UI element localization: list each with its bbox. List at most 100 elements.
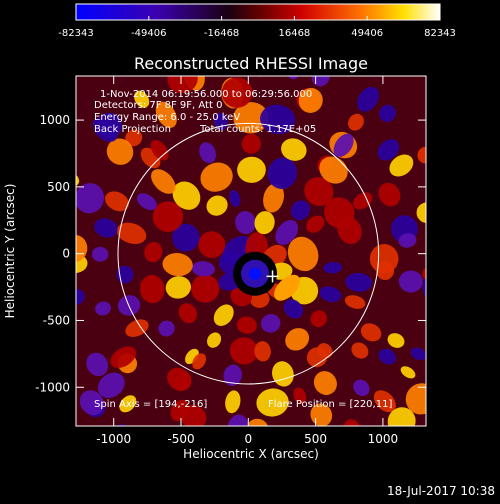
heatmap-blob (94, 218, 118, 238)
solar-limb-circle (117, 122, 380, 385)
x-tick-label: -500 (167, 432, 194, 446)
heatmap-blob (443, 208, 470, 233)
heatmap-blob (254, 211, 275, 235)
heatmap-blob (167, 76, 198, 94)
heatmap-blob (119, 395, 137, 413)
heatmap-blob (198, 231, 226, 258)
heatmap-blob (235, 211, 256, 235)
heatmap-blob (200, 162, 233, 192)
heatmap-blob (424, 357, 453, 386)
heatmap-blob (91, 246, 109, 262)
heatmap-blob (136, 193, 157, 211)
heatmap-blob (387, 407, 416, 426)
heatmap-blob (96, 112, 122, 138)
heatmap-blob (199, 142, 216, 164)
heatmap-blob (422, 264, 426, 284)
heatmap-blob (178, 303, 198, 324)
heatmap-blob (267, 157, 298, 190)
heatmap-blob (134, 90, 150, 108)
heatmap-blob (152, 201, 184, 232)
y-tick-label: -1000 (35, 380, 70, 394)
heatmap-blob (106, 138, 134, 165)
heatmap-image (34, 76, 472, 496)
heatmap-blob (291, 466, 308, 489)
heatmap-blob (110, 346, 136, 368)
heatmap-blob (373, 390, 396, 413)
heatmap-blob (337, 216, 362, 245)
axis-ticks: -1000 -500 0 500 1000 -1000 -500 0 500 1000 (35, 76, 426, 446)
heatmap-blob (260, 104, 296, 135)
heatmap-blob (229, 337, 258, 365)
heatmap-blob (275, 219, 299, 245)
heatmap-blob (192, 353, 207, 370)
heatmap-blob (281, 138, 307, 161)
method-label: Back Projection (94, 124, 171, 135)
heatmap-blob (327, 453, 350, 476)
heatmap-blob (34, 265, 60, 280)
heatmap-blob (157, 448, 184, 480)
x-tick-label: 500 (304, 432, 327, 446)
heatmap-blob (287, 236, 319, 272)
heatmap-blob (378, 104, 397, 122)
y-tick-label: 0 (62, 247, 70, 261)
heatmap-blob (293, 387, 307, 405)
heatmap-blob (158, 320, 175, 337)
heatmap-blob (214, 464, 248, 496)
heatmap-blob (254, 341, 271, 362)
heatmap-blob (398, 233, 417, 248)
heatmap-blob (351, 342, 369, 359)
colorbar-tick-label: -82343 (58, 28, 93, 39)
heatmap-blob (223, 364, 242, 386)
heatmap-blob (191, 274, 220, 303)
heatmap-blob (306, 215, 325, 233)
heatmap-blob (207, 332, 222, 348)
heatmap-blob (150, 140, 169, 161)
heatmap-blob (236, 316, 257, 334)
heatmap-blob (95, 301, 111, 316)
heatmap-blob (344, 295, 366, 309)
plot-area: -1000 -500 0 500 1000 -1000 -500 0 500 1000 (34, 75, 472, 496)
heatmap-blob (454, 259, 472, 271)
heatmap-blob (398, 270, 423, 293)
heatmap-blob (319, 156, 348, 184)
colorbar-tick-label: -16468 (204, 28, 239, 39)
heatmap-blob (79, 390, 104, 416)
heatmap-blob (125, 129, 143, 147)
heatmap-blob (227, 414, 249, 426)
x-tick-label: 1000 (368, 432, 399, 446)
heatmap-blob (225, 390, 241, 414)
heatmap-blob (347, 113, 364, 131)
heatmap-blob (313, 371, 337, 395)
detectors-label: Detectors: 7F 8F 9F, Att 0 (94, 100, 222, 111)
heatmap-blob (333, 133, 354, 157)
heatmap-blob (245, 418, 269, 426)
x-tick-label: -1000 (96, 432, 131, 446)
heatmap-blob (304, 177, 334, 206)
energy-range-label: Energy Range: 6.0 - 25.0 keV (94, 112, 240, 123)
x-axis-label: Heliocentric X (arcsec) (183, 447, 319, 461)
colorbar-tick-label: 82343 (424, 28, 456, 39)
heatmap-blob (378, 348, 396, 365)
heatmap-blob (357, 86, 379, 112)
y-tick-label: 1000 (39, 113, 70, 127)
heatmap-blob (443, 317, 467, 342)
date-stamp: 18-Jul-2017 10:38 (387, 484, 495, 498)
heatmap-blob (125, 319, 149, 337)
heatmap-blob (262, 466, 284, 496)
heatmap-blob (105, 191, 129, 212)
heatmap-blob (116, 222, 147, 245)
total-counts-label: Total counts: 1.17E+05 (199, 124, 316, 135)
central-minimum-core (249, 267, 262, 280)
heatmap-blob (255, 467, 288, 496)
heatmap-blob (343, 419, 361, 426)
chart-title: Reconstructed RHESSI Image (134, 54, 368, 73)
flare-position-marker (266, 270, 279, 283)
heatmap-blob (345, 272, 373, 292)
heatmap-blob (165, 276, 192, 299)
heatmap-blob (167, 367, 192, 391)
heatmap-blob (76, 234, 88, 263)
heatmap-blob (37, 232, 61, 253)
heatmap-blob (86, 352, 109, 377)
